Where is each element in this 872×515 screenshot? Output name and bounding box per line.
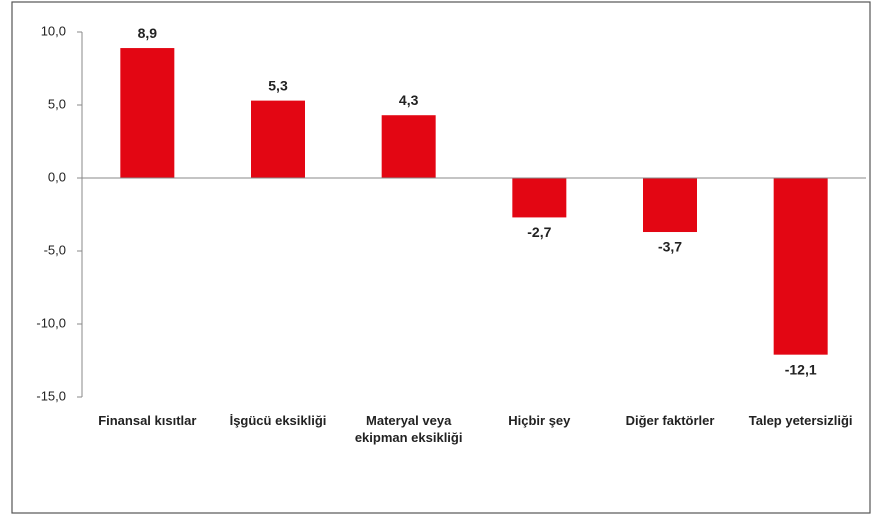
bar <box>643 178 697 233</box>
x-tick-label: Materyal veya ekipman eksikliği <box>354 413 463 445</box>
data-label: -12,1 <box>785 361 817 377</box>
x-tick-label: Diğer faktörler <box>625 413 715 428</box>
bar <box>381 115 436 178</box>
y-tick-label: -10,0 <box>36 315 66 330</box>
x-tick-label: Finansal kısıtlar <box>98 413 197 428</box>
frame <box>11 1 871 514</box>
y-tick-label: 5,0 <box>48 96 66 111</box>
x-tick-label: Hiçbir şey <box>508 413 571 428</box>
data-label: -2,7 <box>527 224 551 240</box>
bar <box>512 178 567 218</box>
y-tick-label: -15,0 <box>36 388 66 403</box>
y-tick-label: 0,0 <box>48 169 66 184</box>
y-tick-label: 10,0 <box>41 23 66 38</box>
y-tick-label: -5,0 <box>44 242 66 257</box>
data-label: 5,3 <box>268 77 288 93</box>
x-tick-label: İşgücü eksikliği <box>229 413 327 428</box>
bar <box>120 48 175 179</box>
data-label: 4,3 <box>399 92 419 108</box>
bar <box>773 178 828 355</box>
x-tick-label: Talep yetersizliği <box>748 413 853 428</box>
data-label: 8,9 <box>138 25 158 41</box>
bar <box>251 100 305 178</box>
data-label: -3,7 <box>658 239 682 255</box>
